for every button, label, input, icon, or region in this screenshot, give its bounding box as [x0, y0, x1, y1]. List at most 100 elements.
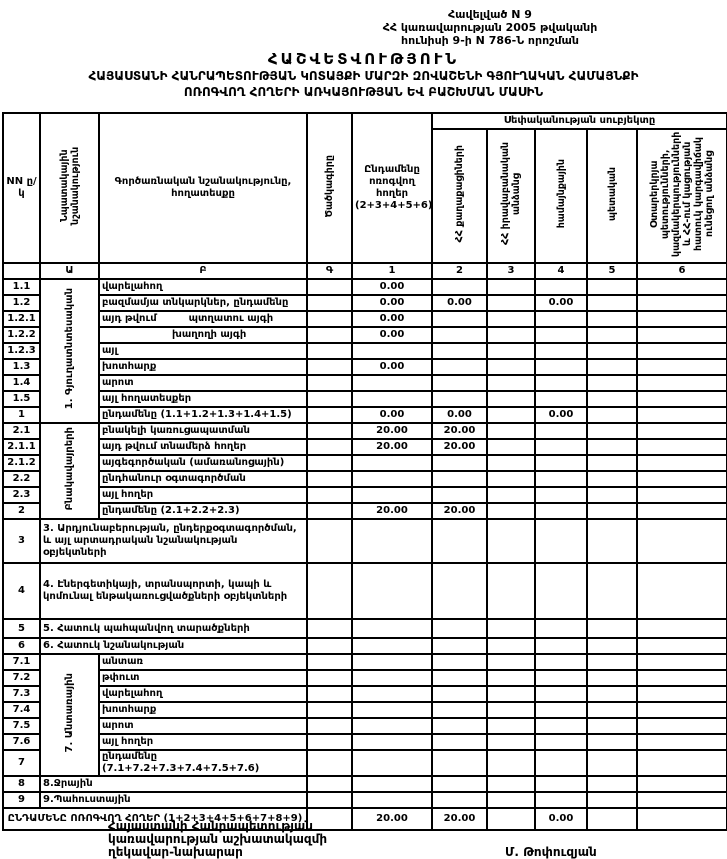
row-label: այլ հողեր	[98, 486, 308, 504]
value-cell	[486, 791, 536, 809]
value-cell: 20.00	[351, 438, 433, 456]
section-label: 1. Գյուղատնտեսական	[39, 278, 100, 424]
value-cell: 20.00	[431, 502, 488, 520]
column-letter: Բ	[98, 262, 308, 280]
value-cell	[431, 669, 488, 687]
value-cell	[431, 775, 488, 793]
col-header-community-text: համայնքային	[555, 159, 567, 229]
ownership-subject-header: Սեփականության սուբյեկտը	[430, 112, 727, 130]
code-cell	[306, 791, 353, 809]
value-cell	[586, 486, 638, 504]
value-cell	[534, 390, 588, 408]
code-cell	[306, 454, 353, 472]
value-cell	[635, 486, 727, 504]
signatory-name: Մ. Թոփուզյան	[505, 845, 597, 859]
code-cell	[306, 294, 353, 312]
value-cell	[486, 422, 536, 440]
code-cell	[306, 653, 353, 671]
table-row: 2.1.2 այգեգործական (ամառանոցային)	[2, 454, 727, 472]
annex-line: Հավելված N 9	[448, 8, 532, 21]
table-row: 7.5 արոտ	[2, 717, 727, 735]
value-cell	[635, 342, 727, 360]
value-cell	[486, 807, 536, 831]
code-cell	[306, 733, 353, 751]
row-number: 3	[2, 518, 41, 564]
code-cell	[306, 342, 353, 360]
row-label: խոտհարք	[98, 701, 308, 719]
value-cell	[635, 390, 727, 408]
value-cell	[586, 733, 638, 751]
signatory-title-line: կառավարության աշխատակազմի	[108, 832, 328, 846]
value-cell	[586, 278, 638, 296]
value-cell	[351, 470, 433, 488]
code-cell	[306, 807, 353, 831]
row-number: 2	[2, 502, 41, 520]
value-cell	[635, 775, 727, 793]
value-cell	[534, 653, 588, 671]
value-cell	[534, 326, 588, 344]
value-cell	[431, 454, 488, 472]
column-letter: 4	[534, 262, 588, 280]
value-cell	[635, 807, 727, 831]
value-cell	[586, 807, 638, 831]
row-number: 9	[2, 791, 41, 809]
row-number: 1.5	[2, 390, 41, 408]
table-row: 1.3 խոտհարք 0.00	[2, 358, 727, 376]
value-cell	[586, 310, 638, 328]
value-cell	[431, 653, 488, 671]
document-title: ՀԱՇՎԵՏՎՈՒԹՅՈՒՆ	[267, 50, 460, 68]
value-cell	[486, 438, 536, 456]
value-cell	[431, 618, 488, 639]
value-cell	[635, 637, 727, 655]
value-cell	[431, 374, 488, 392]
value-cell	[586, 406, 638, 424]
signatory-title-line: Հայաստանի Հանրապետության	[108, 819, 313, 833]
col-header-foreign: Օտարերկրյա պետությունների, կազմակերպությ…	[635, 128, 727, 264]
table-row: 2 ընդամենը (2.1+2.2+2.3) 20.00 20.00	[2, 502, 727, 520]
value-cell	[534, 701, 588, 719]
value-cell	[534, 562, 588, 620]
table-row: 5 5. Հատուկ պահպանվող տարածքների	[2, 618, 727, 639]
code-cell	[306, 701, 353, 719]
value-cell	[486, 326, 536, 344]
value-cell	[586, 390, 638, 408]
value-cell: 20.00	[351, 807, 433, 831]
code-cell	[306, 470, 353, 488]
table-row: 2.1.1 այդ թվում տնամերձ հողեր 20.00 20.00	[2, 438, 727, 456]
row-label: 3. Արդյունաբերության, ընդերքօգտագործման,…	[39, 518, 308, 564]
code-cell	[306, 374, 353, 392]
row-number: 7.2	[2, 669, 41, 687]
table-row: 2.3 այլ հողեր	[2, 486, 727, 504]
table-row: 1 ընդամենը (1.1+1.2+1.3+1.4+1.5) 0.00 0.00 0…	[2, 406, 727, 424]
value-cell: 20.00	[431, 422, 488, 440]
row-number: 8	[2, 775, 41, 793]
value-cell	[486, 775, 536, 793]
row-number: 1.2.2	[2, 326, 41, 344]
value-cell	[586, 358, 638, 376]
value-cell	[586, 454, 638, 472]
col-header-functional: Գործառնական նշանակությունը, հողատեսքը	[98, 112, 308, 264]
value-cell	[586, 326, 638, 344]
column-letter: 1	[351, 262, 433, 280]
value-cell	[486, 454, 536, 472]
table-row: 1.1 1. Գյուղատնտեսական վարելահող 0.00	[2, 278, 727, 424]
signatory-title-line: ղեկավար-նախարար	[108, 845, 243, 859]
annex-reference: Հավելված N 9 ՀՀ կառավարության 2005 թվակա…	[270, 8, 710, 47]
row-label: վարելահող	[98, 278, 308, 296]
value-cell	[534, 618, 588, 639]
col-header-nn: NN ը/կ	[2, 112, 41, 264]
value-cell	[431, 358, 488, 376]
value-cell	[635, 669, 727, 687]
row-label: բնակելի կառուցապատման	[98, 422, 308, 440]
value-cell	[586, 518, 638, 564]
value-cell	[431, 685, 488, 703]
row-number: 2.3	[2, 486, 41, 504]
section-label-text: 7. Անտառային	[64, 673, 75, 753]
col-header-legal-text: ՀՀ իրավաբանական անձանց	[500, 142, 522, 246]
value-cell	[486, 502, 536, 520]
annex-line: հունիսի 9-ի N 786-Ն որոշման	[401, 34, 579, 47]
row-label: վարելահող	[98, 685, 308, 703]
value-cell	[351, 791, 433, 809]
value-cell	[351, 775, 433, 793]
